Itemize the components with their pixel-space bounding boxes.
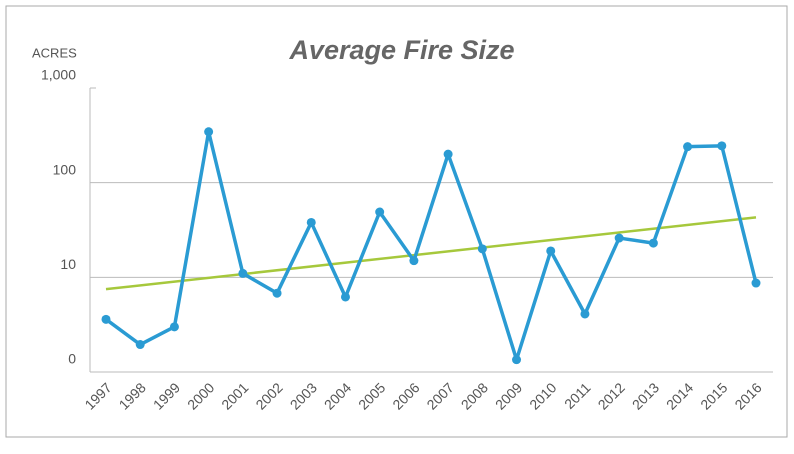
data-point xyxy=(169,322,179,332)
series-line xyxy=(104,130,758,362)
chart-title: Average Fire Size xyxy=(288,35,514,65)
data-point xyxy=(101,314,111,324)
trend-line xyxy=(105,216,757,291)
data-point xyxy=(443,149,453,159)
data-point xyxy=(477,244,487,254)
data-point xyxy=(717,141,727,151)
data-point xyxy=(512,355,522,365)
data-point xyxy=(135,340,145,350)
data-point xyxy=(409,256,419,266)
data-point xyxy=(306,217,316,227)
data-point xyxy=(751,278,761,288)
y-tick-label: 10 xyxy=(60,256,76,272)
data-point xyxy=(204,127,214,137)
data-point xyxy=(340,292,350,302)
data-point xyxy=(580,309,590,319)
data-point xyxy=(648,238,658,248)
y-tick-label: 1,000 xyxy=(41,67,76,83)
y-tick-label: 100 xyxy=(53,161,77,177)
y-tick-label: 0 xyxy=(68,351,76,367)
data-point xyxy=(683,142,693,152)
y-axis-label: ACRES xyxy=(32,45,77,60)
data-point xyxy=(238,268,248,278)
frame xyxy=(5,5,788,438)
data-point xyxy=(614,233,624,243)
data-point xyxy=(375,207,385,217)
data-point xyxy=(272,288,282,298)
data-point xyxy=(546,246,556,256)
